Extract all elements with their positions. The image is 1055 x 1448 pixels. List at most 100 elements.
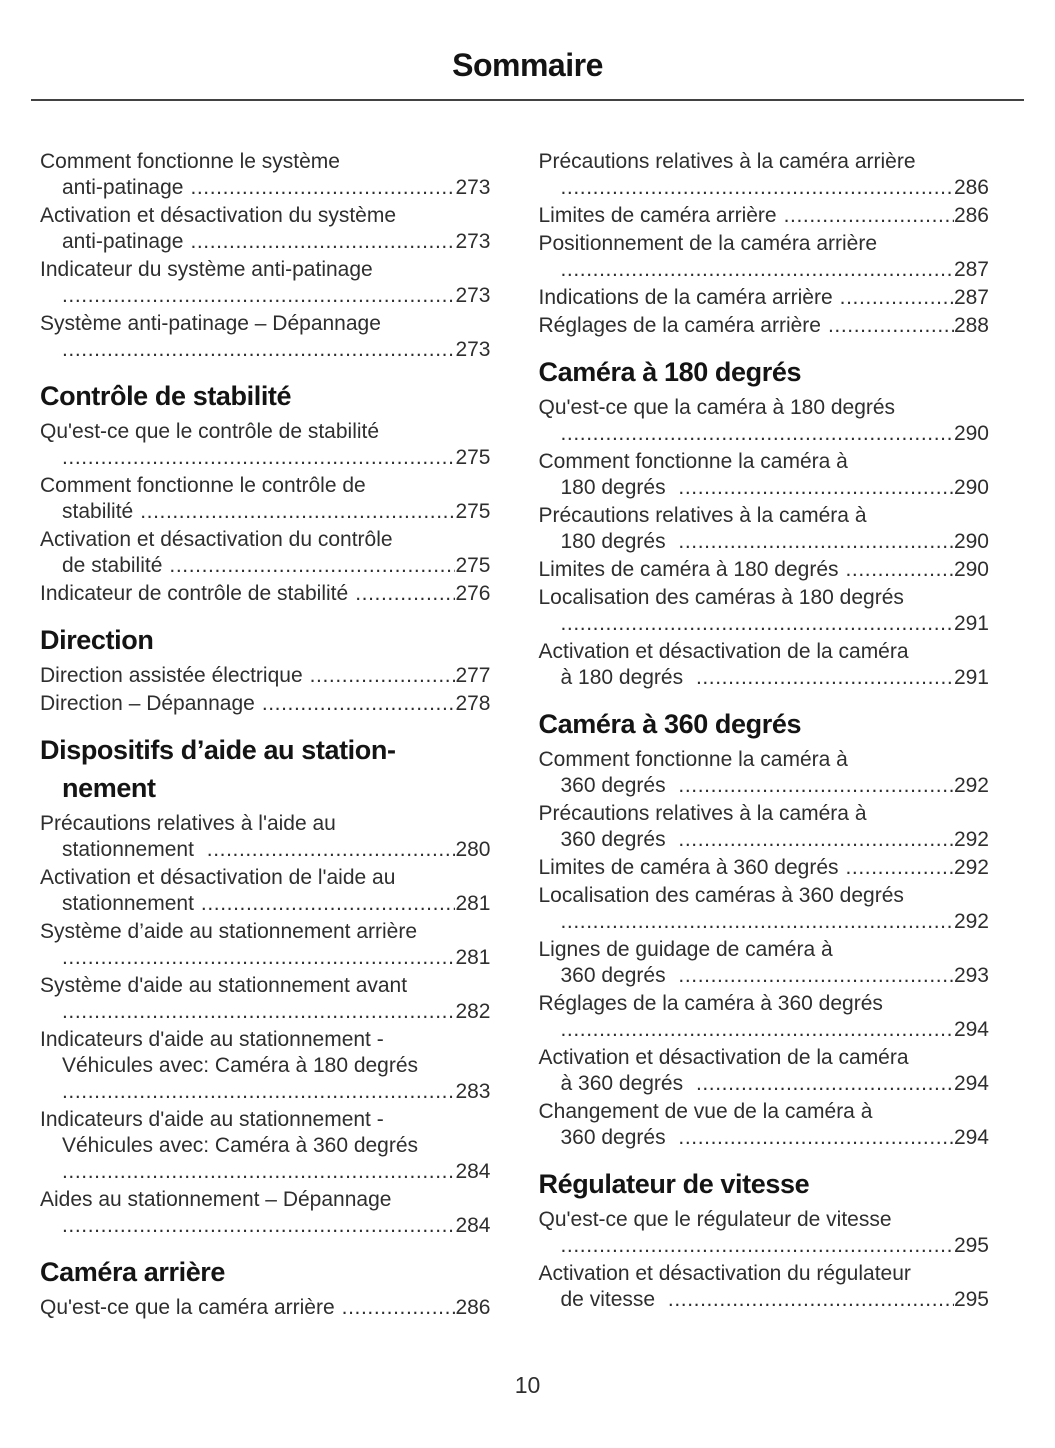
entry-text: 180 degrés: [560, 476, 672, 499]
toc-entry-line: Activation et désactivation du régulateu…: [539, 1261, 990, 1287]
entry-text: 360 degrés: [560, 964, 672, 987]
toc-entry: Localisation des caméras à 180 degrés 291: [539, 585, 990, 637]
toc-entry-line: Lignes de guidage de caméra à: [539, 937, 990, 963]
dotted-leader: [561, 257, 954, 283]
toc-entry-line: Changement de vue de la caméra à: [539, 1099, 990, 1125]
entry-page-number: 273: [455, 338, 491, 361]
entry-page-number: 287: [953, 286, 989, 309]
toc-entry: Réglages de la caméra à 360 degrés 294: [539, 991, 990, 1043]
entry-page-number: 275: [455, 500, 491, 523]
dotted-leader: [62, 999, 455, 1025]
entry-page-number: 281: [455, 892, 491, 915]
dotted-leader: [678, 827, 954, 853]
toc-entry: Qu'est-ce que la caméra à 180 degrés 290: [539, 395, 990, 447]
toc-entry-line: 295: [539, 1233, 989, 1259]
entry-text: Positionnement de la caméra arrière: [538, 232, 878, 255]
entry-text: Réglages de la caméra à 360 degrés: [538, 992, 883, 1015]
toc-entry-line: anti-patinage 273: [40, 229, 491, 255]
toc-entry-line: 291: [539, 611, 989, 637]
dotted-leader: [201, 891, 456, 917]
dotted-leader: [190, 175, 455, 201]
toc-entry: Qu'est-ce que le régulateur de vitesse 29…: [539, 1207, 990, 1259]
entry-text: Système anti-patinage – Dépannage: [40, 312, 381, 335]
entry-text: Direction – Dépannage: [40, 692, 255, 715]
entry-page-number: 281: [455, 946, 491, 969]
toc-entry-line: Comment fonctionne la caméra à: [539, 747, 990, 773]
toc-entry-line: Activation et désactivation de la caméra: [539, 1045, 990, 1071]
toc-entry-line: Précautions relatives à l'aide au: [40, 811, 491, 837]
toc-entry-line: Direction – Dépannage 278: [40, 691, 491, 717]
dotted-leader: [342, 1295, 456, 1321]
toc-entry-line: Aides au stationnement – Dépannage: [40, 1187, 491, 1213]
entry-page-number: 290: [953, 530, 989, 553]
entry-page-number: 287: [953, 258, 989, 281]
toc-entry: Précautions relatives à la caméra à 360 d…: [539, 801, 990, 853]
dotted-leader: [62, 337, 455, 363]
entry-text: Précautions relatives à la caméra arrièr…: [538, 150, 916, 173]
toc-entry: Positionnement de la caméra arrière 287: [539, 231, 990, 283]
entry-text: Comment fonctionne la caméra à: [538, 450, 848, 473]
entry-page-number: 290: [953, 476, 989, 499]
dotted-leader: [62, 445, 455, 471]
toc-entry-line: Comment fonctionne la caméra à: [539, 449, 990, 475]
toc-column-right: Précautions relatives à la caméra arrièr…: [539, 149, 990, 1315]
dotted-leader: [62, 1079, 455, 1105]
entry-text: anti-patinage: [62, 176, 184, 199]
dotted-leader: [207, 837, 456, 863]
entry-text: stationnement: [62, 838, 200, 861]
entry-page-number: 273: [455, 176, 491, 199]
toc-entry-line: 273: [40, 337, 491, 363]
toc-entry-line: Limites de caméra à 180 degrés 290: [539, 557, 990, 583]
entry-text: à 360 degrés: [560, 1072, 689, 1095]
entry-page-number: 278: [455, 692, 491, 715]
toc-entry-line: Indicateur du système anti-patinage: [40, 257, 491, 283]
dotted-leader: [140, 499, 455, 525]
page-title: Sommaire: [452, 47, 603, 83]
entry-text: Véhicules avec: Caméra à 180 degrés: [62, 1054, 419, 1077]
toc-entry-line: à 180 degrés 291: [539, 665, 990, 691]
entry-page-number: 295: [953, 1288, 989, 1311]
entry-text: stabilité: [62, 500, 134, 523]
toc-section: Direction Direction assistée électrique 27…: [40, 625, 491, 717]
dotted-leader: [784, 203, 954, 229]
dotted-leader: [668, 1287, 954, 1313]
toc-entry-line: Indicateur de contrôle de stabilité 276: [40, 581, 491, 607]
entry-page-number: 284: [455, 1160, 491, 1183]
toc-entry-line: Activation et désactivation de l'aide au: [40, 865, 491, 891]
section-heading: Dispositifs d’aide au station-: [40, 735, 396, 765]
toc-columns: Comment fonctionne le système anti-patina…: [0, 101, 1055, 1323]
entry-page-number: 288: [953, 314, 989, 337]
entry-text: 360 degrés: [560, 828, 672, 851]
toc-entry: Précautions relatives à l'aide au station…: [40, 811, 491, 863]
toc-entry-line: Système d'aide au stationnement avant: [40, 973, 491, 999]
toc-section: Comment fonctionne le système anti-patina…: [40, 149, 491, 363]
toc-entry: Activation et désactivation du système an…: [40, 203, 491, 255]
toc-entry-line: Direction assistée électrique 277: [40, 663, 491, 689]
entry-page-number: 286: [455, 1296, 491, 1319]
entry-text: Indications de la caméra arrière: [538, 286, 833, 309]
entry-text: Activation et désactivation de l'aide au: [40, 866, 396, 889]
toc-entry-line: Activation et désactivation de la caméra: [539, 639, 990, 665]
toc-entry-line: 360 degrés 294: [539, 1125, 990, 1151]
toc-section: Caméra à 180 degrés Qu'est-ce que la camé…: [539, 357, 990, 691]
toc-section: Précautions relatives à la caméra arrièr…: [539, 149, 990, 339]
entry-page-number: 294: [953, 1018, 989, 1041]
toc-entry-line: anti-patinage 273: [40, 175, 491, 201]
dotted-leader: [561, 1233, 954, 1259]
toc-section: Contrôle de stabilité Qu'est-ce que le co…: [40, 381, 491, 607]
dotted-leader: [262, 691, 456, 717]
toc-entry-line: 273: [40, 283, 490, 309]
toc-entry-line: Qu'est-ce que le contrôle de stabilité: [40, 419, 491, 445]
entry-page-number: 282: [455, 1000, 491, 1023]
entry-page-number: 292: [953, 774, 989, 797]
toc-entry-line: 281: [40, 945, 491, 971]
entry-page-number: 286: [953, 204, 989, 227]
toc-entry-line: Indications de la caméra arrière 287: [539, 285, 990, 311]
entry-text: Direction assistée électrique: [40, 664, 303, 687]
entry-text: de stabilité: [62, 554, 163, 577]
dotted-leader: [62, 945, 455, 971]
toc-entry-line: 360 degrés 293: [539, 963, 990, 989]
dotted-leader: [561, 1017, 954, 1043]
entry-page-number: 292: [953, 910, 989, 933]
toc-entry-line: 282: [40, 999, 491, 1025]
